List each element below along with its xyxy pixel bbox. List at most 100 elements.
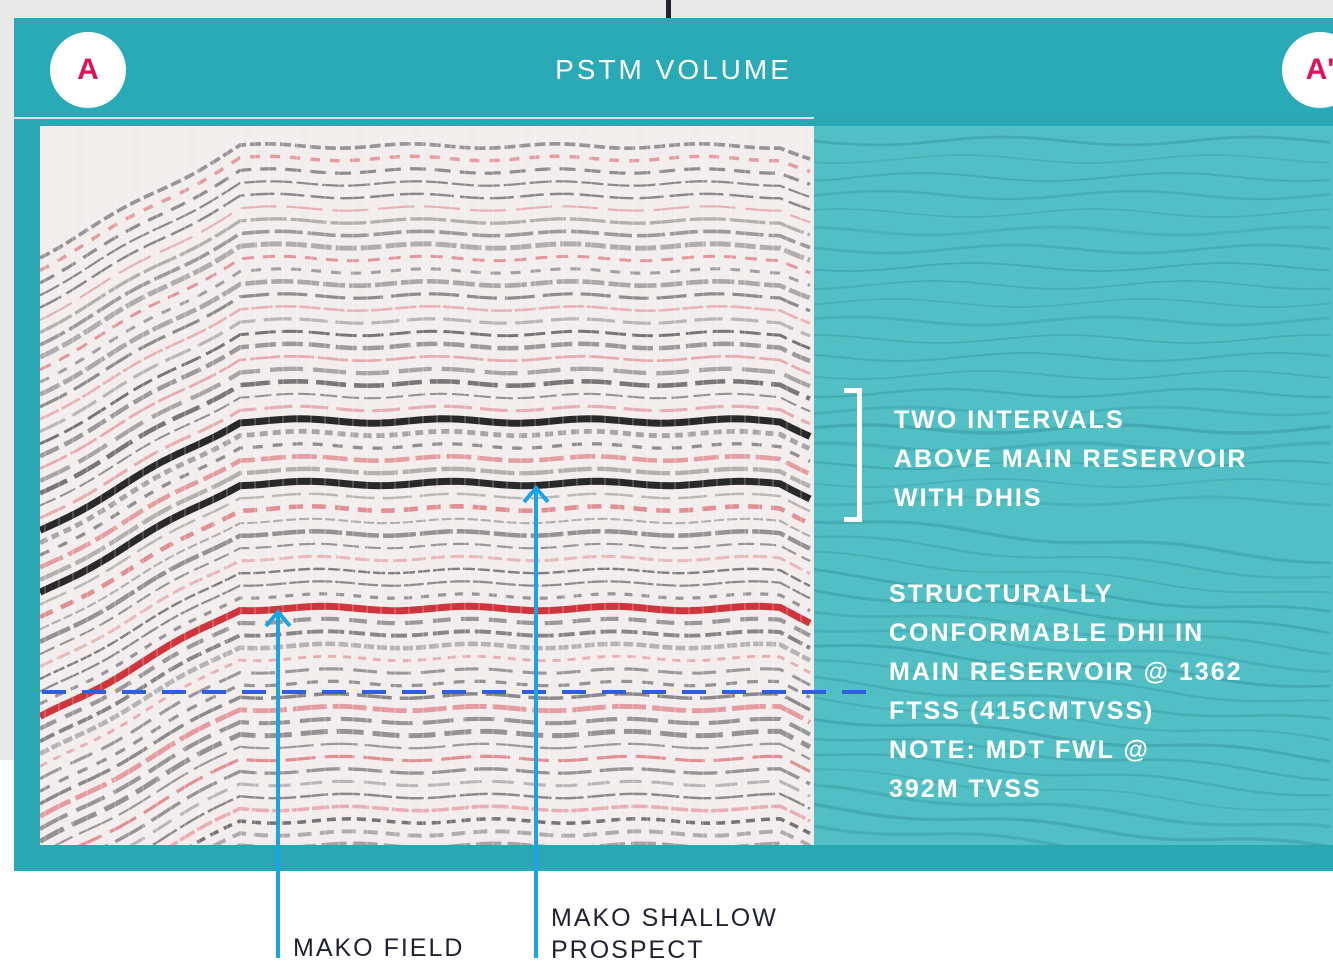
reflector-line [40,254,811,372]
teal-reflector-line [814,280,1331,290]
teal-reflector-line [814,783,1331,829]
teal-reflector-line [814,387,1331,399]
reflector-line [40,442,811,557]
intervals-note: TWO INTERVALS ABOVE MAIN RESERVOIR WITH … [894,401,1247,518]
dhi-note-line: CONFORMABLE DHI IN [889,619,1205,647]
reflector-line [40,580,811,693]
reflector-line [40,592,811,706]
teal-reflector-line [814,737,1331,782]
reflector-line [40,466,811,582]
reflector-line [40,304,811,421]
teal-reflector-line [814,520,1331,565]
teal-reflector-line [814,135,1331,147]
teal-reflector-line [814,659,1331,703]
connector-tick [666,0,671,18]
teal-reflector-line [814,675,1331,721]
intervals-note-line: WITH DHIS [894,484,1043,512]
reflector-line [40,379,811,496]
reflector-line [40,728,812,844]
reflector-line [40,366,811,483]
teal-reflector-line [814,370,1331,380]
teal-reflector-line [814,243,1331,255]
dhi-note-line: FTSS (415CMTVSS) [889,697,1155,725]
dhi-note-line: 392M TVSS [889,775,1042,803]
reflector-line [40,192,811,309]
panel-title: PSTM VOLUME [555,54,792,85]
reflector-line [40,692,811,806]
reflector-line [40,392,811,507]
seismic-section [40,126,814,845]
interval-bracket [844,388,862,522]
reflector-line [40,453,811,570]
dhi-note: STRUCTURALLY CONFORMABLE DHI IN MAIN RES… [889,575,1243,809]
teal-reflector-line [814,824,1068,845]
teal-reflector-line [814,550,1331,594]
teal-reflector-line [814,171,1331,183]
reflector-line [40,329,811,446]
teal-reflector-line [814,495,1331,507]
reflector-line [150,792,811,845]
teal-reflector-line [814,535,1331,579]
teal-reflector-line [814,315,1331,327]
reflector-line [40,278,811,397]
section-frame: PSTM VOLUME A A' TWO INTERVALS ABOVE MAI… [14,18,1333,871]
reflector-line [40,477,812,596]
teal-reflector-line [814,405,1331,417]
reflector-line [169,804,811,845]
teal-reflector-line [814,351,1331,363]
reflector-line [40,529,811,644]
reflector-line [40,229,811,347]
teal-reflector-line [814,459,1331,471]
intervals-note-line: TWO INTERVALS [894,406,1125,434]
teal-seismic-overlay [814,126,1333,845]
teal-reflector-line [814,423,1331,435]
reflector-line [40,415,812,534]
teal-reflector-line [814,717,1331,763]
reflector-line [40,154,811,272]
reflector-line [40,703,812,819]
reflector-line [40,341,811,459]
teal-reflector-line [814,334,1331,344]
dhi-note-line: NOTE: MDT FWL @ [889,736,1150,764]
reflector-line [40,428,811,545]
reflector-line [40,616,811,731]
reflector-line [40,629,811,744]
teal-reflector-line [814,610,1331,656]
reflector-line [40,404,811,520]
reflector-line [40,567,811,681]
reflector-line [40,641,812,756]
reflector-line [40,554,811,668]
reflector-line [40,292,811,409]
reflector-line [40,317,811,433]
reflector-line [40,503,811,620]
reflector-line [40,517,811,631]
mako-shallow-label-line: MAKO SHALLOW [551,904,778,932]
teal-reflector-line [814,696,1331,742]
reflector-line [53,742,811,845]
reflector-line [189,817,811,845]
mako-shallow-label-line: PROSPECT [551,936,705,964]
teal-reflector-line [814,225,1331,237]
reflector-line [211,829,811,845]
reflector-line [40,217,811,334]
reflector-line [128,779,811,845]
teal-reflector-line [814,768,1330,811]
teal-reflector-line [814,298,1331,308]
mako-field-label: MAKO FIELD [293,934,465,962]
reflector-line [40,141,811,260]
teal-reflector-line [814,589,1331,635]
dhi-note-line: STRUCTURALLY [889,580,1114,608]
teal-reflector-line [814,189,1331,201]
teal-reflector-line [814,802,1329,845]
seismic-reflectors [40,126,812,845]
teal-reflector-line [814,478,1331,488]
reflector-line [40,602,812,720]
teal-reflector-line [814,644,1331,688]
reflector-line [40,492,811,606]
header-divider [14,117,814,119]
reflector-line [40,167,811,285]
reflector-line [77,754,811,845]
teal-reflectors [814,135,1331,845]
reflector-line [40,267,811,384]
teal-reflector-line [814,262,1331,272]
